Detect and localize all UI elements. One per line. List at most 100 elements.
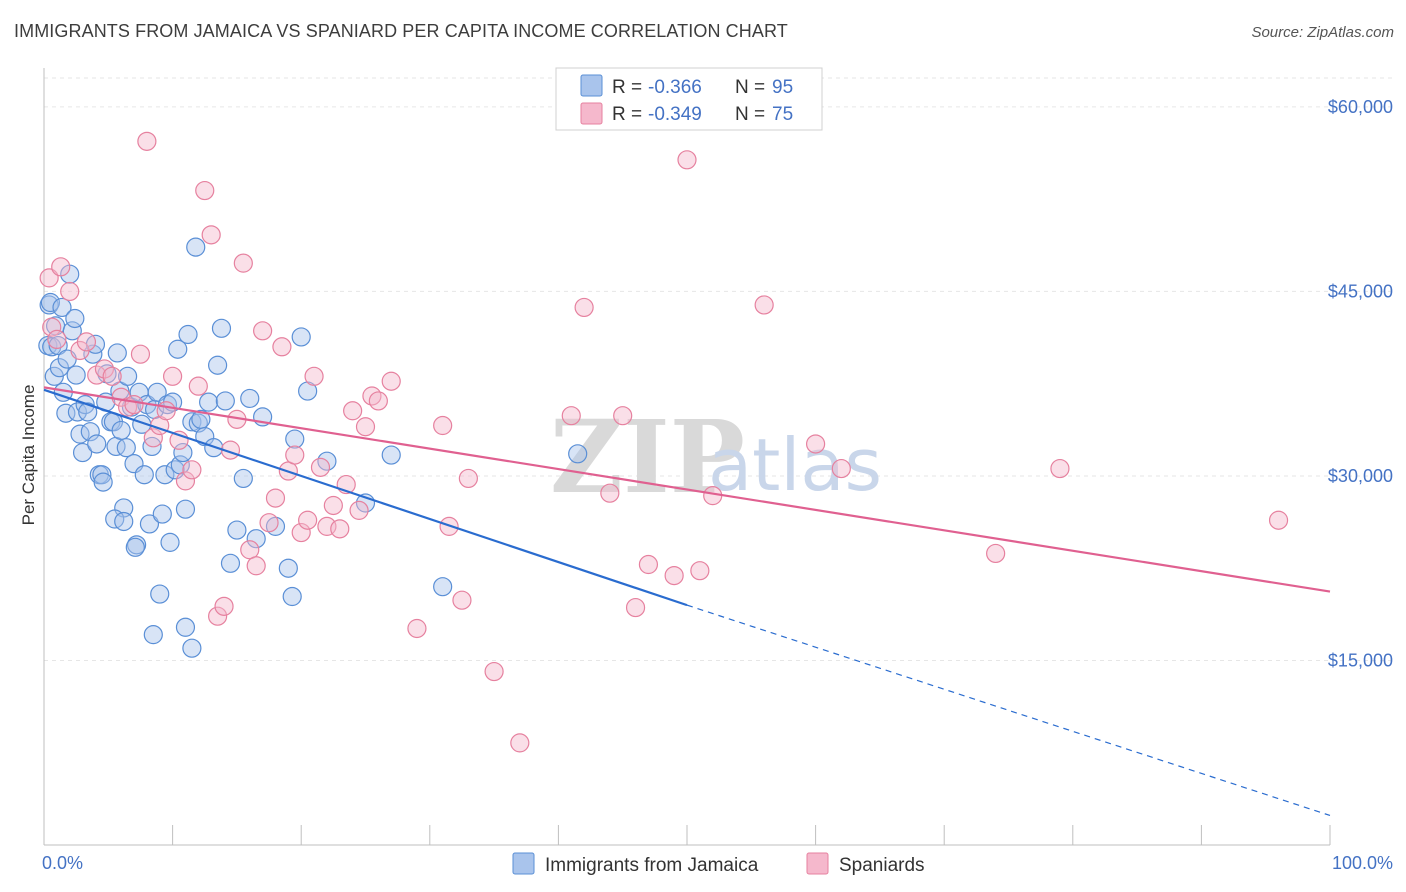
spaniard-point-48	[355, 417, 376, 437]
spaniard-point-50	[368, 391, 388, 411]
spaniard-point-9	[102, 366, 122, 386]
spaniard-point-62	[613, 406, 633, 426]
jamaica-point-90	[182, 638, 202, 658]
spaniard-point-20	[175, 471, 196, 491]
jamaica-point-51	[152, 504, 172, 524]
spaniard-point-53	[433, 415, 453, 436]
x-tick-label-0: 0.0%	[42, 853, 83, 873]
jamaica-point-70	[211, 318, 232, 338]
jamaica-point-2	[40, 292, 61, 313]
jamaica-point-26	[92, 465, 112, 485]
jamaica-trend-line	[43, 388, 688, 607]
jamaica-point-89	[175, 617, 196, 637]
jamaica-point-86	[433, 577, 453, 597]
spaniard-point-40	[304, 366, 324, 386]
legend-n-label-1: N =	[735, 104, 765, 125]
spaniard-point-38	[291, 522, 311, 543]
jamaica-point-37	[116, 438, 136, 458]
y-tick-label-0: $15,000	[1328, 650, 1393, 670]
jamaica-point-50	[150, 584, 170, 604]
spaniard-point-14	[137, 131, 157, 151]
spaniard-point-32	[253, 321, 273, 341]
legend-swatch-blue	[580, 74, 603, 97]
spaniard-point-47	[349, 500, 369, 520]
spaniard-point-41	[310, 457, 331, 477]
jamaica-point-73	[227, 520, 247, 540]
spaniard-point-46	[343, 401, 363, 421]
spaniard-point-66	[677, 150, 697, 170]
spaniard-point-39	[298, 510, 318, 530]
spaniard-point-30	[240, 540, 260, 560]
jamaica-point-88	[143, 625, 163, 645]
bottom-legend-label-0: Immigrants from Jamaica	[545, 855, 759, 876]
spaniard-point-3	[51, 257, 71, 277]
bottom-legend-swatch-pink	[806, 852, 829, 875]
jamaica-point-85	[381, 445, 401, 465]
spaniard-point-44	[330, 519, 350, 539]
jamaica-point-72	[220, 553, 241, 573]
trend-layer	[43, 386, 1331, 817]
jamaica-point-80	[285, 429, 305, 449]
jamaica-point-15	[66, 365, 86, 385]
jamaica-point-67	[199, 392, 219, 412]
legend-r-value-1: -0.349	[648, 104, 702, 125]
jamaica-point-33	[107, 343, 127, 363]
jamaica-point-57	[168, 339, 188, 359]
jamaica-point-93	[114, 511, 134, 532]
spaniard-point-55	[452, 590, 472, 610]
jamaica-point-38	[117, 366, 138, 386]
jamaica-point-18	[72, 442, 93, 463]
spaniard-point-31	[246, 556, 266, 576]
spaniard-point-43	[323, 495, 343, 516]
spaniard-point-34	[265, 488, 286, 508]
jamaica-point-81	[291, 327, 311, 347]
x-tick-label-1: 100.0%	[1332, 853, 1393, 873]
watermark: ZIP atlas	[550, 398, 882, 516]
jamaica-point-20	[78, 402, 98, 422]
legend-n-label-0: N =	[735, 77, 765, 98]
legend-r-label-1: R =	[612, 104, 642, 125]
jamaica-point-69	[208, 355, 228, 375]
spaniard-point-29	[233, 253, 253, 273]
legend-n-value-1: 75	[772, 104, 793, 125]
legend-swatch-pink	[580, 102, 603, 125]
spaniard-point-73	[1050, 458, 1070, 479]
spaniard-point-4	[60, 281, 80, 302]
watermark-zip: ZIP	[550, 398, 745, 516]
jamaica-point-74	[233, 468, 253, 489]
spaniard-point-58	[510, 733, 530, 753]
points-layer	[38, 131, 1289, 753]
jamaica-point-59	[173, 442, 193, 463]
legend-r-value-0: -0.366	[648, 77, 702, 98]
jamaica-point-61	[178, 324, 198, 345]
jamaica-point-91	[282, 586, 302, 607]
spaniard-point-21	[182, 460, 202, 480]
spaniard-point-64	[638, 554, 659, 575]
spaniard-point-49	[362, 386, 382, 406]
jamaica-point-27	[93, 472, 113, 492]
spaniard-point-15	[143, 428, 163, 448]
jamaica-point-87	[568, 444, 588, 464]
jamaica-point-54	[160, 532, 180, 552]
spaniard-point-17	[156, 401, 176, 421]
jamaica-point-52	[155, 465, 175, 485]
spaniard-point-57	[484, 661, 504, 682]
spaniard-point-60	[574, 297, 594, 318]
jamaica-trend-extension	[686, 604, 1331, 817]
x-tick-labels: 0.0% 100.0%	[42, 853, 1393, 873]
legend: R = -0.366 N = 95 R = -0.349 N = 75	[555, 67, 823, 131]
y-tick-label-1: $30,000	[1328, 466, 1393, 486]
jamaica-point-94	[125, 537, 145, 557]
jamaica-point-29	[97, 364, 117, 384]
spaniard-point-33	[259, 513, 279, 533]
jamaica-point-24	[87, 434, 107, 454]
jamaica-point-44	[134, 465, 154, 485]
axes-layer	[43, 68, 1331, 846]
spaniard-point-65	[664, 565, 684, 586]
jamaica-point-49	[147, 382, 167, 402]
spaniard-point-24	[201, 225, 221, 245]
chart-title: IMMIGRANTS FROM JAMAICA VS SPANIARD PER …	[14, 21, 788, 41]
spaniard-point-74	[1268, 510, 1289, 530]
jamaica-point-78	[265, 516, 286, 536]
